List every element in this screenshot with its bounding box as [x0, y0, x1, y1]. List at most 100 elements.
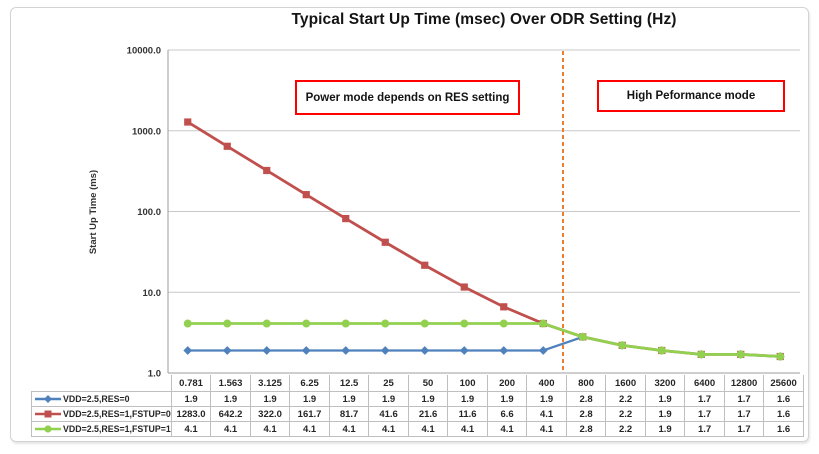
- table-row: VDD=2.5,RES=0 1.9 1.9 1.9 1.9 1.9 1.9 1.9 1.9 1.9…: [31, 391, 804, 407]
- marker-diamond: [538, 346, 548, 355]
- table-cell: 4.1: [486, 421, 528, 437]
- chart-title: Typical Start Up Time (msec) Over ODR Se…: [291, 11, 677, 28]
- table-cell: 1.9: [447, 391, 488, 407]
- odr-column-header: 12800: [723, 375, 765, 392]
- marker-circle: [262, 319, 271, 328]
- table-cell: 81.7: [328, 406, 370, 422]
- marker-circle: [657, 346, 666, 355]
- table-cell: 1.6: [763, 391, 804, 407]
- table-cell: 1.7: [723, 406, 765, 422]
- marker-circle: [341, 319, 350, 328]
- legend-label: VDD=2.5,RES=0: [63, 394, 130, 404]
- table-corner-cell: [32, 375, 172, 392]
- marker-square: [302, 191, 310, 199]
- marker-diamond: [380, 346, 390, 355]
- marker-diamond: [499, 346, 509, 355]
- marker-circle: [539, 319, 548, 328]
- table-row: VDD=2.5,RES=1,FSTUP=0 1283.0 642.2 322.0 161…: [31, 406, 804, 422]
- table-cell: 642.2: [210, 406, 251, 422]
- chart-outer-frame: [10, 7, 809, 442]
- legend-label: VDD=2.5,RES=1,FSTUP=1: [63, 424, 171, 434]
- table-cell: 4.1: [328, 421, 370, 437]
- table-cell: 21.6: [407, 406, 449, 422]
- odr-column-header: 400: [526, 375, 567, 392]
- marker-circle: [460, 319, 469, 328]
- marker-square: [500, 303, 508, 311]
- marker-diamond: [341, 346, 351, 355]
- marker-diamond: [222, 346, 232, 355]
- table-cell: 1.7: [723, 421, 765, 437]
- marker-diamond: [420, 346, 430, 355]
- table-cell: 1.9: [368, 391, 409, 407]
- marker-circle: [183, 319, 192, 328]
- odr-column-header: 6.25: [289, 375, 330, 392]
- odr-column-header: 1600: [605, 375, 646, 392]
- table-cell: 1.9: [407, 391, 449, 407]
- legend-label: VDD=2.5,RES=1,FSTUP=0: [63, 409, 171, 419]
- table-cell: 4.1: [368, 421, 409, 437]
- table-cell: 1.7: [723, 391, 765, 407]
- marker-diamond: [183, 346, 193, 355]
- marker-diamond: [301, 346, 311, 355]
- series-line-circle: [187, 322, 781, 358]
- marker-circle: [618, 341, 627, 350]
- table-cell: 2.8: [565, 421, 607, 437]
- table-cell: 1.7: [684, 406, 725, 422]
- marker-square: [421, 261, 429, 269]
- table-cell: 1.9: [210, 391, 251, 407]
- table-cell: 1.6: [763, 406, 804, 422]
- marker-square: [342, 214, 350, 223]
- annotation-power-mode-box: Power mode depends on RES setting: [295, 80, 520, 115]
- table-cell: 1.9: [249, 391, 291, 407]
- table-cell: 1.9: [526, 391, 567, 407]
- marker-circle: [736, 350, 745, 359]
- table-cell: 4.1: [407, 421, 449, 437]
- table-cell: 6.6: [486, 406, 528, 422]
- table-cell: 2.2: [605, 391, 646, 407]
- table-cell: 2.2: [605, 406, 646, 422]
- table-cell: 4.1: [210, 421, 251, 437]
- legend-item: VDD=2.5,RES=1,FSTUP=0: [31, 406, 172, 422]
- table-cell: 2.8: [565, 406, 607, 422]
- marker-square: [184, 118, 192, 126]
- y-axis-title: Start Up Time (ms): [88, 170, 99, 254]
- marker-circle: [381, 319, 390, 328]
- odr-column-header: 25: [368, 375, 409, 392]
- odr-column-header: 6400: [684, 375, 725, 392]
- odr-column-header: 50: [407, 375, 449, 392]
- table-cell: 161.7: [289, 406, 330, 422]
- data-table: 0.781 1.563 3.125 6.25 12.5 25 50 100 200 400 800 1…: [31, 375, 804, 437]
- odr-column-header: 3200: [644, 375, 686, 392]
- table-cell: 2.8: [565, 391, 607, 407]
- table-cell: 1.6: [763, 421, 804, 437]
- y-tick-label: 1000.0: [132, 126, 161, 137]
- legend-diamond-marker-icon: [35, 395, 61, 403]
- marker-circle: [223, 319, 232, 328]
- table-cell: 4.1: [526, 406, 567, 422]
- marker-circle: [420, 319, 429, 328]
- odr-column-header: 1.563: [210, 375, 251, 392]
- table-cell: 4.1: [249, 421, 291, 437]
- table-cell: 1.9: [328, 391, 370, 407]
- table-cell: 1.9: [289, 391, 330, 407]
- table-cell: 4.1: [170, 421, 212, 437]
- y-tick-label: 10.0: [143, 288, 162, 299]
- marker-square: [460, 283, 468, 291]
- odr-column-header: 25600: [763, 375, 804, 392]
- table-cell: 1.7: [684, 391, 725, 407]
- odr-column-header: 200: [486, 375, 528, 392]
- marker-circle: [499, 319, 508, 328]
- table-cell: 11.6: [447, 406, 488, 422]
- y-tick-label: 100.0: [137, 207, 161, 218]
- table-cell: 1.9: [170, 391, 212, 407]
- odr-column-header: 800: [565, 375, 607, 392]
- marker-square: [263, 166, 271, 175]
- marker-circle: [697, 350, 706, 359]
- marker-circle: [578, 332, 587, 341]
- legend-item: VDD=2.5,RES=1,FSTUP=1: [31, 421, 172, 437]
- marker-diamond: [262, 346, 272, 355]
- marker-square: [223, 142, 231, 150]
- table-cell: 1.9: [644, 406, 686, 422]
